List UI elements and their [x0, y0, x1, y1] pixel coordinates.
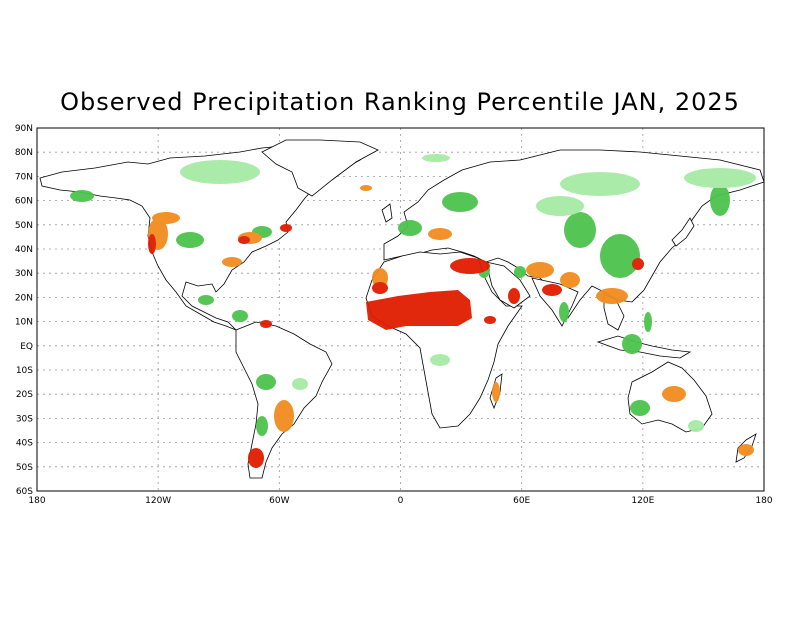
precip-anomalies	[70, 154, 756, 468]
lat-tick-label: 70N	[15, 172, 33, 182]
wet-area-argentina	[256, 416, 268, 436]
map-title: Observed Precipitation Ranking Percentil…	[60, 88, 740, 116]
lat-tick-label: 40S	[16, 439, 33, 449]
wet-area-canada	[176, 232, 204, 248]
wet-area-central-america	[232, 310, 248, 322]
wet-area-siberia	[564, 212, 596, 248]
dry-area-australia	[662, 386, 686, 402]
slightly-wet-regions	[180, 154, 756, 432]
slightly-wet-area-brazil-north	[292, 378, 308, 390]
dry-area-greenland-east	[360, 185, 372, 191]
wet-area-se-asia	[622, 334, 642, 354]
lat-tick-label: 60N	[15, 197, 33, 207]
dry-area-brazil-south	[274, 400, 294, 432]
wet-area-alaska	[70, 190, 94, 202]
lat-tick-label: 20N	[15, 293, 33, 303]
map-frame	[36, 127, 765, 492]
dry-area-madagascar	[492, 382, 500, 402]
slightly-wet-area-east-siberia	[684, 168, 756, 188]
wet-area-brazil	[256, 374, 276, 390]
dry-area-india-north	[560, 272, 580, 288]
lon-tick-label: 60W	[269, 496, 289, 506]
dry-area-middle-east	[526, 262, 554, 278]
dry-area-new-zealand	[738, 444, 754, 456]
lon-tick-label: 180	[755, 496, 772, 506]
very-dry-area-sahel	[366, 290, 472, 330]
very-dry-regions	[148, 224, 644, 468]
lat-tick-label: 90N	[15, 124, 33, 134]
very-dry-area-nova-scotia	[280, 224, 292, 232]
slightly-wet-area-siberia	[560, 172, 640, 196]
lat-tick-label: 40N	[15, 245, 33, 255]
lat-tick-label: 50N	[15, 221, 33, 231]
dry-area-china-south	[596, 288, 628, 304]
lon-tick-label: 120E	[631, 496, 654, 506]
wet-area-china	[600, 234, 640, 278]
lon-tick-label: 60E	[513, 496, 530, 506]
very-dry-area-india	[542, 284, 562, 296]
lat-tick-label: 50S	[16, 463, 33, 473]
lat-tick-label: 30N	[15, 269, 33, 279]
lat-tick-label: 60S	[16, 487, 33, 497]
dry-area-us-southeast	[222, 257, 242, 267]
wet-area-mexico	[198, 295, 214, 305]
uk-outline	[381, 203, 393, 223]
wet-area-philippines	[644, 312, 652, 332]
very-dry-area-east-africa	[484, 316, 496, 324]
wet-area-australia-west	[630, 400, 650, 416]
slightly-wet-area-asia-central	[536, 196, 584, 216]
lat-tick-label: 30S	[16, 414, 33, 424]
dry-area-canada-west	[152, 212, 180, 224]
wet-area-europe	[398, 220, 422, 236]
very-dry-area-china	[632, 258, 644, 270]
lat-tick-label: 10S	[16, 366, 33, 376]
very-dry-area-morocco	[372, 282, 388, 294]
japan-outline	[671, 217, 695, 247]
slightly-wet-area-canada-north	[180, 160, 260, 184]
lat-axis-labels: 90N 80N 70N 60N 50N 40N 30N 20N 10N EQ 10S 20S 30S 40…	[15, 124, 33, 497]
very-dry-area-north-africa	[450, 258, 490, 274]
lat-tick-label: 10N	[15, 318, 33, 328]
lat-tick-label: EQ	[20, 342, 33, 352]
wet-area-scandinavia	[442, 192, 478, 212]
very-dry-area-us-west	[148, 234, 156, 254]
lon-tick-label: 180	[28, 496, 45, 506]
lon-tick-label: 120W	[145, 496, 171, 506]
slightly-wet-area-australia-east	[688, 420, 704, 432]
greenland-outline	[261, 139, 379, 197]
wet-area-kazakhstan	[514, 266, 526, 278]
lon-axis-labels: 180 120W 60W 0 60E 120E 180	[28, 496, 772, 506]
very-dry-area-us-east	[238, 236, 250, 244]
wet-area-india	[559, 302, 569, 322]
wet-area-far-east	[710, 184, 730, 216]
very-dry-area-arabia	[508, 288, 520, 304]
very-dry-area-patagonia	[248, 448, 264, 468]
indonesia-outline	[596, 335, 692, 359]
very-dry-area-caribbean	[260, 320, 272, 328]
dry-area-europe-south	[428, 228, 452, 240]
wet-regions	[70, 184, 730, 436]
slightly-wet-area-africa-south	[430, 354, 450, 366]
lon-tick-label: 0	[398, 496, 404, 506]
slightly-wet-area-greenland	[422, 154, 450, 162]
lat-tick-label: 80N	[15, 148, 33, 158]
lat-tick-label: 20S	[16, 390, 33, 400]
